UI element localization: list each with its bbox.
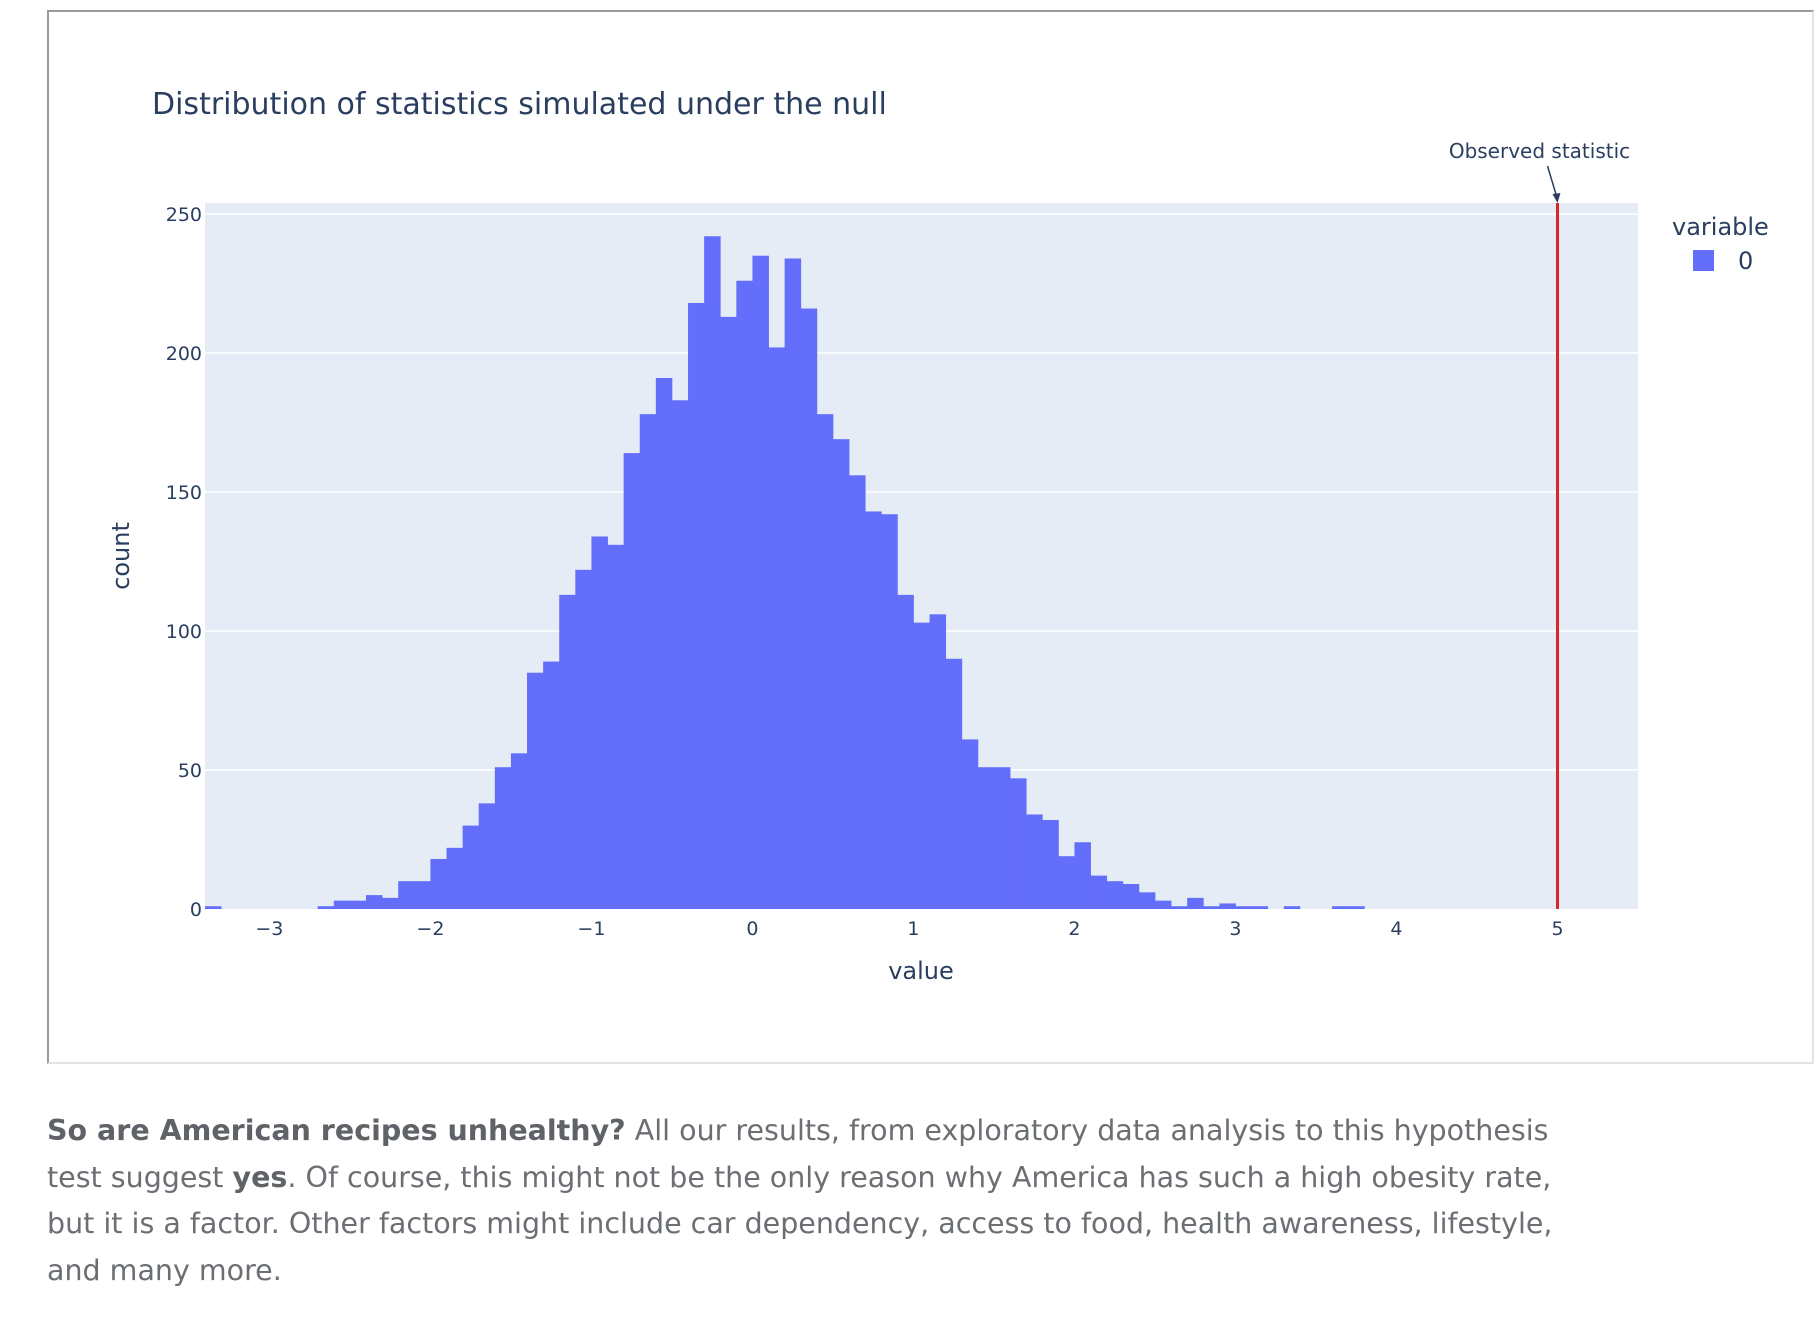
histogram-bar[interactable] — [1106, 881, 1124, 909]
histogram-bar[interactable] — [494, 767, 512, 909]
histogram-bar[interactable] — [704, 236, 721, 910]
histogram-bar[interactable] — [1219, 903, 1236, 909]
y-tick-label: 250 — [166, 204, 202, 226]
histogram-bar[interactable] — [1171, 906, 1188, 909]
y-tick-label: 200 — [166, 343, 202, 365]
histogram-bar[interactable] — [333, 900, 351, 909]
histogram-bar[interactable] — [1074, 842, 1091, 909]
histogram-bar[interactable] — [575, 569, 592, 909]
plot-frame — [47, 10, 1814, 1064]
histogram-bar[interactable] — [849, 475, 866, 909]
histogram-bar[interactable] — [1058, 856, 1075, 909]
histogram-bar[interactable] — [1010, 778, 1027, 909]
histogram-bar[interactable] — [832, 439, 850, 909]
histogram-bar[interactable] — [752, 255, 769, 909]
annotation-text: Observed statistic — [1449, 139, 1630, 163]
x-tick-label: 3 — [1229, 918, 1241, 940]
histogram-bar[interactable] — [913, 622, 930, 909]
x-tick-label: 1 — [907, 918, 919, 940]
histogram-bar[interactable] — [897, 594, 914, 909]
histogram-bar[interactable] — [510, 753, 528, 909]
histogram-bar[interactable] — [1283, 906, 1301, 909]
y-tick-labels: 0 50 100 150 200 250 — [166, 204, 202, 921]
histogram-bar[interactable] — [317, 906, 335, 909]
histogram-bar[interactable] — [929, 614, 947, 909]
histogram-bar[interactable] — [1154, 900, 1172, 909]
x-tick-label: 2 — [1068, 918, 1080, 940]
histogram-bar[interactable] — [655, 378, 673, 909]
histogram-bar[interactable] — [349, 900, 367, 909]
x-tick-label: 4 — [1390, 918, 1402, 940]
histogram-bar[interactable] — [639, 414, 657, 909]
x-tick-label: −2 — [416, 918, 444, 940]
conclusion-paragraph: So are American recipes unhealthy? All o… — [47, 1108, 1567, 1294]
histogram-chart: 0 50 100 150 200 250 −3 −2 −1 0 1 2 3 4 5 Distributio… — [107, 87, 1769, 985]
histogram-bar[interactable] — [1138, 892, 1156, 909]
x-tick-label: −1 — [577, 918, 605, 940]
histogram-bar[interactable] — [1235, 906, 1252, 909]
histogram-bar[interactable] — [993, 767, 1011, 909]
histogram-bar[interactable] — [784, 258, 802, 910]
y-tick-label: 0 — [190, 899, 202, 921]
histogram-bar[interactable] — [527, 672, 544, 909]
paragraph-text-1: All our results, from exploratory data a… — [47, 1114, 1549, 1194]
histogram-bar[interactable] — [430, 858, 447, 909]
legend-swatch[interactable] — [1693, 250, 1714, 271]
annotation-arrow — [1546, 165, 1558, 197]
histogram-bar[interactable] — [205, 906, 222, 909]
chart-title: Distribution of statistics simulated und… — [152, 87, 887, 122]
histogram-bar[interactable] — [446, 847, 464, 909]
y-tick-label: 100 — [166, 621, 202, 643]
histogram-bar[interactable] — [398, 881, 415, 909]
histogram-bar[interactable] — [977, 767, 995, 909]
histogram-bar[interactable] — [881, 514, 898, 909]
histogram-bar[interactable] — [816, 414, 834, 909]
histogram-bar[interactable] — [414, 881, 431, 909]
histogram-bar[interactable] — [865, 511, 882, 909]
x-axis-title: value — [888, 957, 954, 985]
histogram-bar[interactable] — [736, 280, 753, 910]
histogram-bar[interactable] — [1042, 820, 1059, 909]
paragraph-question: So are American recipes unhealthy? — [47, 1114, 626, 1147]
histogram-bar[interactable] — [688, 302, 705, 910]
histogram-bar[interactable] — [559, 594, 576, 909]
legend-title: variable — [1672, 213, 1769, 241]
x-tick-label: −3 — [255, 918, 283, 940]
x-tick-label: 5 — [1551, 918, 1563, 940]
histogram-bar[interactable] — [478, 803, 496, 909]
histogram-bar[interactable] — [366, 895, 383, 909]
x-tick-labels: −3 −2 −1 0 1 2 3 4 5 — [255, 918, 1563, 940]
observed-statistic-annotation: Observed statistic — [1449, 139, 1630, 909]
histogram-bar[interactable] — [800, 308, 818, 909]
histogram-bar[interactable] — [768, 347, 786, 909]
histogram-bar[interactable] — [591, 536, 608, 909]
histogram-bars — [205, 236, 1365, 910]
annotation-arrowhead — [1552, 193, 1561, 203]
paragraph-text-2: . Of course, this might not be the only … — [47, 1160, 1553, 1287]
histogram-bar[interactable] — [543, 661, 560, 909]
histogram-bar[interactable] — [1251, 906, 1269, 909]
x-tick-label: 0 — [746, 918, 758, 940]
histogram-bar[interactable] — [671, 400, 689, 909]
histogram-bar[interactable] — [961, 739, 979, 909]
y-tick-label: 150 — [166, 482, 202, 504]
legend-item-label[interactable]: 0 — [1738, 247, 1753, 275]
histogram-bar[interactable] — [1122, 883, 1140, 909]
histogram-bar[interactable] — [720, 316, 737, 909]
histogram-bar[interactable] — [1348, 906, 1365, 909]
paragraph-yes: yes — [232, 1160, 288, 1194]
histogram-bar[interactable] — [1187, 897, 1204, 909]
y-axis-title: count — [107, 522, 135, 590]
histogram-bar[interactable] — [1203, 906, 1220, 909]
histogram-bar[interactable] — [382, 897, 399, 909]
histogram-bar[interactable] — [945, 658, 963, 909]
histogram-bar[interactable] — [607, 544, 625, 909]
histogram-bar[interactable] — [462, 825, 480, 909]
histogram-bar[interactable] — [1090, 875, 1108, 909]
legend[interactable]: variable 0 — [1672, 213, 1769, 275]
histogram-bar[interactable] — [1026, 814, 1043, 909]
histogram-bar[interactable] — [623, 453, 641, 909]
y-tick-label: 50 — [178, 760, 202, 782]
histogram-bar[interactable] — [1332, 906, 1349, 909]
